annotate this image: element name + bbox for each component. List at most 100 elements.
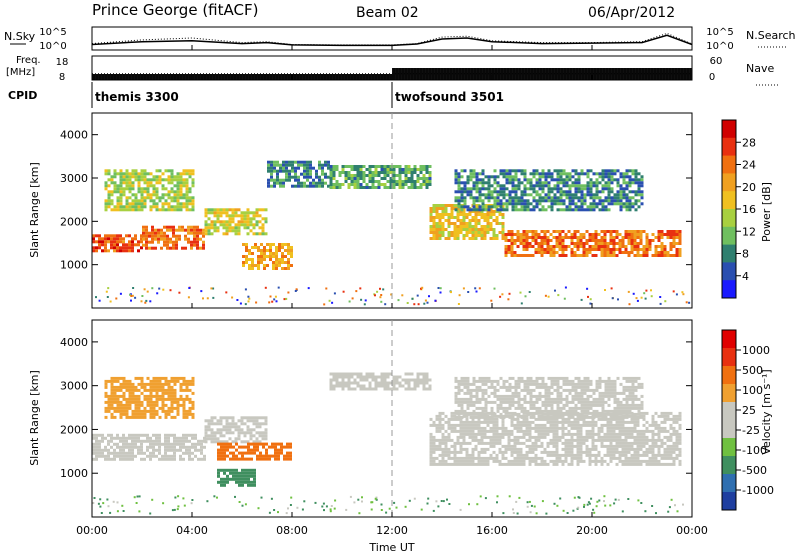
heat-cell [672,245,676,248]
heat-cell [146,436,149,440]
heat-cell [555,447,559,451]
heat-cell [547,184,551,188]
heat-cell [122,190,126,194]
heat-cell [383,375,387,379]
heat-cell [255,223,259,227]
heat-cell [535,193,539,197]
heat-cell [287,291,290,294]
heat-cell [231,419,235,423]
heat-cell [519,459,523,463]
heat-cell [125,442,128,446]
heat-cell [419,177,423,180]
heat-cell [522,459,526,463]
heat-cell [486,219,490,222]
heat-cell [169,289,172,292]
heat-cell [622,178,626,182]
heat-cell [335,378,339,382]
heat-cell [435,228,439,231]
heat-cell [510,459,514,463]
heat-cell [101,448,104,452]
heat-cell [457,184,461,188]
heat-cell [407,171,411,174]
heat-cell [104,243,107,247]
heat-cell [517,208,521,212]
heat-cell [119,409,123,413]
heat-cell [134,202,138,206]
heat-cell [537,462,541,466]
heat-cell [176,400,180,404]
heat-cell [586,169,590,173]
heat-cell [631,172,635,176]
heat-cell [170,415,174,419]
heat-cell [204,229,208,233]
heat-cell [631,169,635,173]
heat-cell [194,442,197,446]
heat-cell [356,372,360,376]
heat-cell [249,211,253,215]
heat-cell [374,381,378,385]
heat-cell [413,171,417,174]
heat-cell [444,462,448,466]
heat-cell [501,417,505,421]
heat-cell [137,249,140,253]
heat-cell [483,204,487,207]
heat-cell [504,239,508,242]
heat-cell [137,178,141,182]
heat-cell [258,425,262,429]
heat-cell [280,442,283,446]
heat-cell [610,181,614,185]
heat-cell [483,231,487,234]
heat-cell [468,432,472,436]
heat-cell [444,450,448,454]
heat-cell [550,199,554,203]
heat-cell [332,378,336,382]
heat-cell [110,385,114,389]
heat-cell [622,202,626,206]
heat-cell [116,394,120,398]
heat-cell [613,196,617,200]
heat-cell [579,245,583,248]
heat-cell [137,202,141,206]
heat-cell [119,400,123,404]
heat-cell [450,462,454,466]
heat-cell [106,296,109,298]
heat-cell [546,251,550,254]
heat-cell [92,237,95,241]
heat-cell [213,211,217,215]
heat-cell [237,208,241,212]
heat-cell [538,202,542,206]
heat-cell [498,438,502,442]
heat-cell [113,415,117,419]
heat-cell [513,450,517,454]
heat-cell [432,441,436,445]
heat-cell [179,388,183,392]
heat-cell [116,240,119,244]
heat-cell [231,425,235,429]
heat-cell [660,230,664,233]
heat-cell [170,442,173,446]
heat-cell [639,236,643,239]
heat-cell [188,187,192,191]
heat-cell [279,184,282,188]
heat-cell [206,297,209,300]
heat-cell [517,169,521,173]
heat-cell [190,240,193,244]
heat-cell [253,477,256,481]
heat-cell [640,175,644,179]
heat-cell [204,431,208,435]
heat-cell [253,468,256,472]
freq-unit: [MHz] [6,67,35,78]
heat-cell [329,174,333,177]
heat-cell [380,168,384,171]
heat-cell [438,222,442,225]
heat-cell [356,174,360,177]
heat-cell [374,375,378,379]
heat-cell [104,172,108,176]
heat-cell [395,378,399,382]
heat-cell [228,431,232,435]
heat-cell [95,445,98,449]
heat-cell [152,409,156,413]
heat-cell [122,379,126,383]
heat-cell [492,438,496,442]
heat-cell [535,169,539,173]
